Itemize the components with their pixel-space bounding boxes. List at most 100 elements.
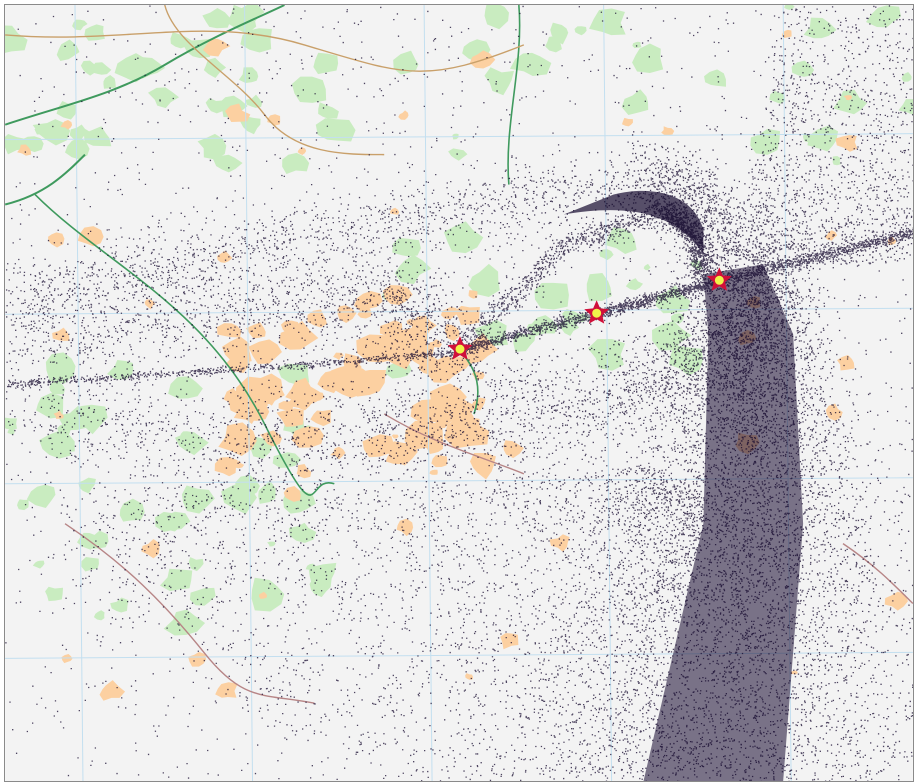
urban-area [48,232,65,248]
woodland-area [392,237,421,257]
woodland-area [509,52,552,77]
woodland-area [251,577,285,612]
woodland-area [189,587,216,606]
urban-area [215,682,238,698]
urban-area [144,299,156,310]
woodland-area [784,5,795,10]
urban-area [781,29,792,39]
woodland-area [34,127,45,135]
woodland-area [484,67,515,96]
woodland-area [643,263,651,271]
urban-area [386,441,418,466]
urban-area [357,306,372,319]
airport-marker-west[interactable] [447,336,473,360]
road [164,5,385,156]
woodland-area [669,344,703,376]
urban-area [217,250,233,263]
woodland-area [272,452,302,468]
urban-area [837,354,855,371]
grid-line [423,5,433,781]
airport-marker-east[interactable] [706,267,732,291]
woodland-area [154,511,189,532]
woodland-area [484,5,509,30]
road [5,5,285,126]
urban-area [52,327,70,341]
woodland-area [56,101,77,120]
urban-area [296,464,312,479]
woodland-area [238,67,259,83]
urban-area [225,347,250,373]
woodland-area [394,254,432,285]
woodland-area [898,99,913,115]
urban-area [297,147,307,156]
woodland-area [174,431,209,456]
urban-area [276,408,304,427]
urban-area [549,534,570,552]
woodland-area [78,477,96,494]
woodland-area [235,474,260,498]
woodland-area [168,376,203,399]
grid-line [74,5,84,781]
urban-area [466,333,499,365]
marker-center-dot [455,344,465,354]
urban-area [214,457,238,477]
woodland-area [93,610,105,621]
woodland-area [5,25,28,53]
map-canvas[interactable] [5,5,913,781]
woodland-area [17,499,29,511]
grid-line [5,133,913,141]
urban-area [500,633,519,650]
urban-area [843,95,853,101]
urban-area [396,518,414,537]
urban-area [225,103,251,122]
woodland-area [45,586,64,602]
urban-area [471,397,486,411]
woodland-area [107,359,134,380]
woodland-area [670,313,684,325]
woodland-area [83,126,112,147]
woodland-area [832,156,841,166]
woodland-area [240,5,265,22]
road [5,153,86,206]
woodland-area [632,41,642,49]
woodland-area [313,52,339,75]
woodland-area [203,57,227,79]
woodland-area [652,320,692,351]
airport-markers[interactable] [447,267,732,360]
urban-area [429,469,438,475]
woodland-area [205,97,224,114]
woodland-area [545,35,562,53]
woodland-area [393,50,419,75]
urban-area [444,413,490,449]
woodland-area [65,136,90,160]
woodland-area [163,609,206,636]
woodland-area [213,154,243,173]
urban-area [202,38,231,57]
roads-layer [5,5,913,704]
urban-area [60,120,73,130]
woodland-area [226,5,257,34]
urban-area [77,226,104,247]
urban-area [310,409,331,427]
woodland-area [20,136,44,153]
woodland-area [308,562,337,586]
woodland-area [807,125,839,152]
urban-area [17,144,32,156]
urban-area [286,392,317,411]
urban-area [884,591,908,611]
woodland-area [114,53,147,83]
urban-area [317,370,347,394]
urban-area [391,434,399,439]
map-container[interactable] [4,4,914,782]
urban-area [621,117,633,127]
woodland-area [621,89,649,116]
urban-area [382,285,413,306]
urban-area [347,367,373,389]
woodland-area [148,87,180,109]
woodland-area [589,8,626,36]
urban-area [661,126,675,136]
woodland-area [282,152,310,174]
woodland-area [574,26,587,36]
airport-marker-middle[interactable] [584,300,610,324]
woodland-area [586,273,612,302]
